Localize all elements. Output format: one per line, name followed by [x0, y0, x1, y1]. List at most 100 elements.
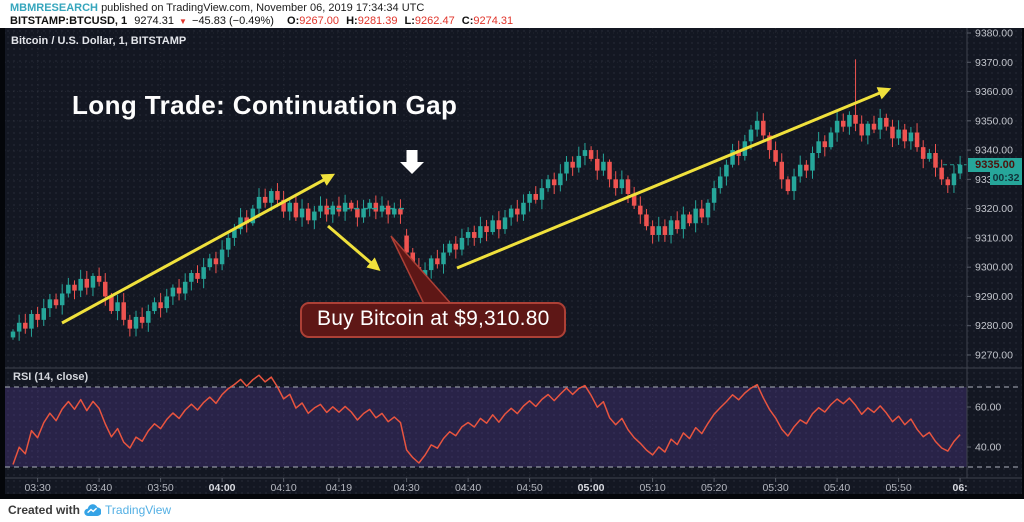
time-axis[interactable]: 03:30 03:40 03:50 04:00 04:10 04:19 04:30 04:40… — [24, 478, 968, 494]
close-value: 9274.31 — [473, 15, 514, 27]
candle-body — [385, 205, 391, 215]
candle-body — [638, 205, 643, 215]
time-axis-label: 05:50 — [885, 482, 911, 494]
candle-body — [785, 179, 791, 192]
candle-body — [152, 302, 157, 312]
chart-title: Bitcoin / U.S. Dollar, 1, BITSTAMP — [11, 35, 187, 47]
candle-body — [884, 117, 889, 127]
price-axis-label: 9300.00 — [975, 262, 1013, 274]
price-lines — [327, 164, 967, 210]
candle-body — [133, 316, 139, 329]
candle-body — [103, 281, 108, 297]
candle-body — [459, 237, 465, 250]
candle-body — [877, 117, 883, 130]
candle-body — [262, 196, 268, 203]
time-axis-label: 04:30 — [393, 482, 419, 494]
candle-body — [564, 161, 569, 174]
candle-body — [238, 217, 243, 230]
symbol-line: BITSTAMP:BTCUSD, 1 9274.31 ▼ −45.83 (−0.… — [10, 15, 513, 27]
candle-body — [195, 273, 200, 279]
candle-body — [139, 316, 145, 323]
author-link[interactable]: MBMRESEARCH — [10, 2, 98, 14]
candle-body — [404, 235, 409, 253]
time-axis-label: 04:50 — [516, 482, 542, 494]
candle-body — [478, 226, 483, 238]
candle-body — [945, 179, 951, 186]
candle-body — [232, 229, 237, 238]
candle-body — [908, 132, 914, 142]
high-value: 9281.39 — [357, 15, 398, 27]
candle-body — [693, 208, 698, 224]
candle-body — [367, 202, 372, 209]
candle-body — [914, 132, 920, 148]
candle-body — [256, 196, 262, 209]
price-axis[interactable]: 9270.00 9280.00 9290.00 9300.00 9310.00 9320.… — [967, 28, 1013, 454]
open-value: 9267.00 — [299, 15, 340, 27]
candle-body — [748, 129, 754, 142]
candle-body — [170, 287, 176, 297]
candle-body — [705, 202, 711, 218]
candle-body — [176, 287, 182, 294]
candle-body — [650, 226, 655, 235]
tradingview-logo-icon[interactable] — [84, 503, 102, 517]
candle-body — [576, 155, 582, 168]
open-label: O: — [287, 15, 300, 27]
candle-body — [16, 322, 22, 332]
candle-body — [158, 302, 163, 309]
price-axis-label: 9320.00 — [975, 203, 1013, 215]
candle-body — [582, 150, 588, 156]
candle-body — [59, 293, 65, 306]
rsi-indicator-label[interactable]: RSI (14, close) — [13, 371, 89, 383]
candle-body — [779, 161, 784, 180]
candle-body — [607, 161, 612, 180]
chart-canvas[interactable]: 9270.00 9280.00 9290.00 9300.00 9310.00 9320.… — [5, 28, 1022, 494]
candle-body — [631, 193, 637, 206]
candle-body — [23, 322, 28, 329]
candle-body — [502, 217, 508, 230]
buy-callout-box[interactable]: Buy Bitcoin at $9,310.80 — [300, 302, 567, 338]
candle-body — [299, 208, 305, 218]
annotation-headline[interactable]: Long Trade: Continuation Gap — [72, 90, 458, 120]
candle-body — [601, 161, 606, 171]
candle-body — [355, 208, 360, 218]
candle-body — [182, 281, 188, 294]
candle-body — [293, 202, 299, 218]
tradingview-brand-link[interactable]: TradingView — [105, 503, 172, 517]
candle-body — [164, 296, 169, 309]
candle-body — [244, 217, 249, 224]
candle-body — [797, 164, 803, 177]
candle-body — [527, 193, 532, 203]
candle-body — [78, 278, 83, 291]
chart-area[interactable]: 9270.00 9280.00 9290.00 9300.00 9310.00 9320.… — [0, 28, 1024, 499]
candle-body — [957, 164, 963, 174]
candle-body — [121, 302, 126, 320]
candle-body — [84, 278, 90, 288]
current-price-badge: 9335.00 — [968, 158, 1022, 172]
candle-body — [398, 208, 403, 215]
candle-body — [644, 214, 649, 227]
candle-body — [865, 123, 871, 136]
candle-body — [115, 302, 120, 312]
candle-body — [902, 129, 907, 142]
candle-body — [109, 296, 114, 312]
drawings[interactable] — [61, 87, 892, 325]
down-triangle-icon: ▼ — [179, 17, 187, 26]
candle-body — [951, 173, 957, 186]
candle-body — [595, 158, 600, 171]
candle-body — [490, 220, 495, 233]
candle-body — [472, 232, 477, 238]
price-axis-label: 9380.00 — [975, 28, 1013, 40]
time-axis-label: 05:10 — [639, 482, 665, 494]
candle-body — [66, 284, 71, 294]
candle-body — [281, 199, 286, 212]
price-axis-label: 9370.00 — [975, 57, 1013, 69]
gap-down-arrow-icon — [400, 150, 424, 174]
candle-body — [724, 164, 729, 177]
candle-body — [441, 252, 446, 265]
candle-body — [226, 237, 231, 250]
rsi-line — [12, 374, 961, 465]
candle-body — [521, 202, 526, 215]
close-label: C: — [461, 15, 474, 27]
candle-body — [662, 226, 668, 235]
candle-body — [435, 258, 440, 265]
